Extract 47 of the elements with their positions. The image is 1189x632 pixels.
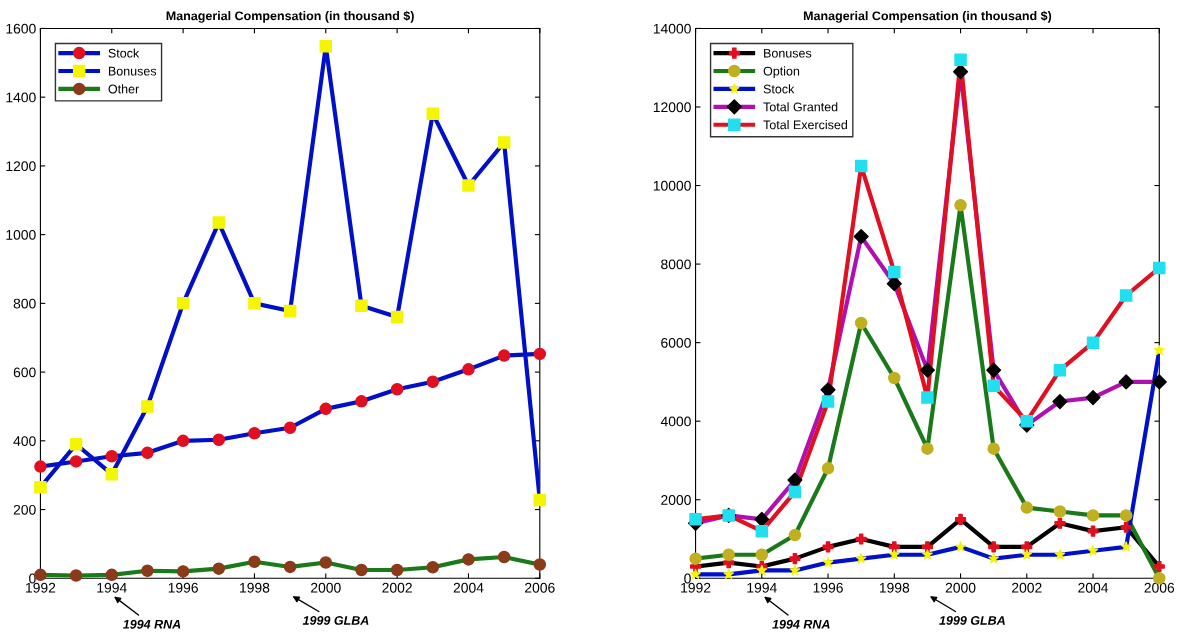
text: 1999 GLBA [939, 616, 1005, 625]
x-tick-label: 2000 [311, 582, 341, 593]
x-tick-label: 1996 [813, 582, 843, 593]
x-tick-label: 1994 [747, 582, 777, 593]
legend-label: Other [108, 84, 139, 94]
x-tick-label: 1998 [240, 582, 270, 593]
text: 1994 RNA [772, 619, 830, 629]
x-tick-label: 2002 [1012, 582, 1042, 593]
x-tick-label: 2004 [1078, 582, 1109, 593]
y-tick-label: 600 [13, 367, 36, 378]
legend-label: Total Granted [763, 102, 838, 112]
legend-label: Stock [108, 48, 140, 58]
y-tick-label: 0 [29, 573, 36, 584]
x-tick-label: 2006 [525, 582, 555, 593]
legend-label: Bonuses [764, 48, 812, 58]
y-tick-label: 8000 [661, 259, 691, 270]
y-tick-label: 14000 [653, 23, 691, 34]
x-tick-label: 2002 [382, 582, 412, 593]
y-tick-label: 6000 [661, 337, 691, 348]
legend-label: Bonuses [108, 66, 157, 76]
x-tick-label: 1996 [168, 582, 198, 593]
y-tick-label: 800 [13, 298, 36, 309]
y-tick-label: 0 [684, 573, 691, 584]
legend-label: Total Exercised [763, 120, 848, 130]
y-tick-label: 2000 [661, 495, 691, 505]
chart-title: Managerial Compensation (in thousand $) [166, 10, 414, 23]
x-tick-label: 1992 [681, 582, 711, 593]
chart-title: Managerial Compensation (in thousand $) [803, 10, 1052, 23]
x-tick-label: 1998 [879, 582, 910, 593]
x-tick-label: 1994 [97, 582, 127, 593]
x-tick-label: 2006 [1144, 582, 1175, 593]
y-tick-label: 4000 [660, 416, 691, 427]
x-tick-label: 2000 [945, 582, 976, 593]
y-tick-label: 1000 [6, 229, 36, 240]
y-tick-label: 200 [13, 504, 36, 515]
text: 1994 RNA [123, 619, 181, 629]
y-tick-label: 1600 [6, 23, 36, 34]
y-tick-label: 400 [13, 436, 36, 446]
legend-label: Option [763, 66, 800, 78]
text: 1999 GLBA [302, 616, 369, 625]
y-tick-label: 12000 [653, 102, 691, 113]
y-tick-label: 1400 [6, 92, 36, 103]
y-tick-label: 1200 [6, 161, 36, 172]
y-tick-label: 10000 [653, 180, 691, 191]
x-tick-label: 2004 [453, 582, 484, 593]
legend-label: Stock [763, 84, 795, 94]
x-tick-label: 1992 [26, 582, 56, 593]
